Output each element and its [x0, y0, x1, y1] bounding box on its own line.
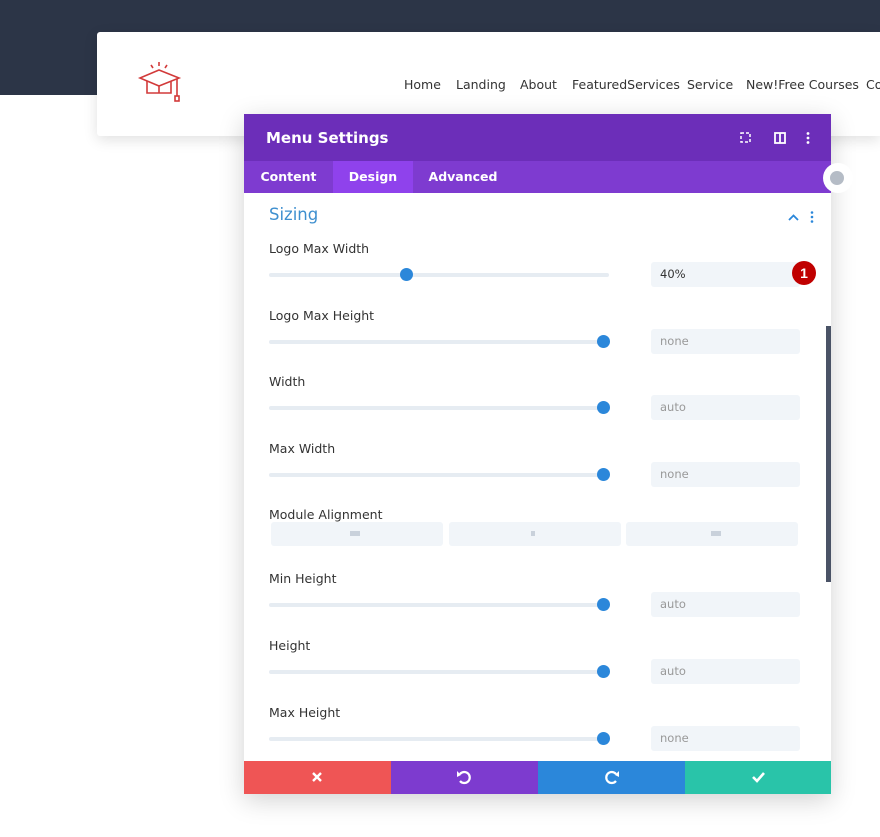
slider-knob[interactable] [597, 468, 610, 481]
slider-knob[interactable] [597, 335, 610, 348]
align-button[interactable] [271, 522, 443, 546]
scrollbar[interactable] [826, 326, 831, 582]
value-input[interactable]: auto [651, 395, 800, 420]
field-label: Logo Max Height [269, 308, 375, 323]
badge-number: 1 [800, 265, 808, 281]
value-input[interactable]: none [651, 726, 800, 751]
slider-track[interactable] [269, 603, 609, 607]
field-label: Min Height [269, 571, 337, 586]
field-label: Logo Max Width [269, 241, 370, 256]
nav-link[interactable]: Home [404, 77, 441, 92]
nav-link[interactable]: Landing [456, 77, 506, 92]
field-label: Max Width [269, 441, 336, 456]
slider-track[interactable] [269, 406, 609, 410]
field-label: Height [269, 638, 311, 653]
slider-knob[interactable] [597, 665, 610, 678]
undo-button[interactable] [391, 761, 538, 794]
tab[interactable]: Content [260, 169, 317, 184]
slider-track[interactable] [269, 340, 609, 344]
slider-knob[interactable] [400, 268, 413, 281]
slider-track[interactable] [269, 473, 609, 477]
value-input[interactable]: auto [651, 592, 800, 617]
nav-link[interactable]: New!Free Courses [746, 77, 859, 92]
value-input[interactable]: auto [651, 659, 800, 684]
slider-knob[interactable] [597, 401, 610, 414]
slider-knob[interactable] [597, 732, 610, 745]
tab[interactable]: Design [333, 161, 413, 193]
value-input[interactable]: none [651, 329, 800, 354]
discard-button[interactable] [244, 761, 391, 794]
save-button[interactable] [685, 761, 831, 794]
section-icons[interactable] [786, 210, 820, 224]
nav-link[interactable]: FeaturedServices [572, 77, 680, 92]
field-label: Max Height [269, 705, 341, 720]
value-input[interactable]: 40% [651, 262, 800, 287]
badge: 1 [792, 261, 816, 285]
field-label: Width [269, 374, 306, 389]
settings-modal: Menu Settings Content Design Advanced Sizi… [244, 114, 831, 794]
value-input[interactable]: none [651, 462, 800, 487]
section-title: Sizing [269, 205, 319, 224]
modal-header: Menu Settings [244, 114, 831, 161]
logo[interactable] [137, 60, 185, 108]
side-toggle[interactable] [822, 162, 854, 194]
slider-track[interactable] [269, 273, 609, 277]
align-button[interactable] [626, 522, 798, 546]
align-button[interactable] [449, 522, 621, 546]
slider-track[interactable] [269, 737, 609, 741]
nav-link[interactable]: Co [866, 77, 880, 92]
modal-title: Menu Settings [266, 129, 389, 147]
nav-link[interactable]: About [520, 77, 557, 92]
tab-bar: Content Design Advanced [244, 161, 831, 193]
slider-knob[interactable] [597, 598, 610, 611]
nav-link[interactable]: Service [687, 77, 734, 92]
slider-track[interactable] [269, 670, 609, 674]
redo-button[interactable] [538, 761, 685, 794]
header-icons[interactable] [738, 131, 818, 145]
tab[interactable]: Advanced [428, 169, 498, 184]
field-label: Module Alignment [269, 507, 383, 522]
